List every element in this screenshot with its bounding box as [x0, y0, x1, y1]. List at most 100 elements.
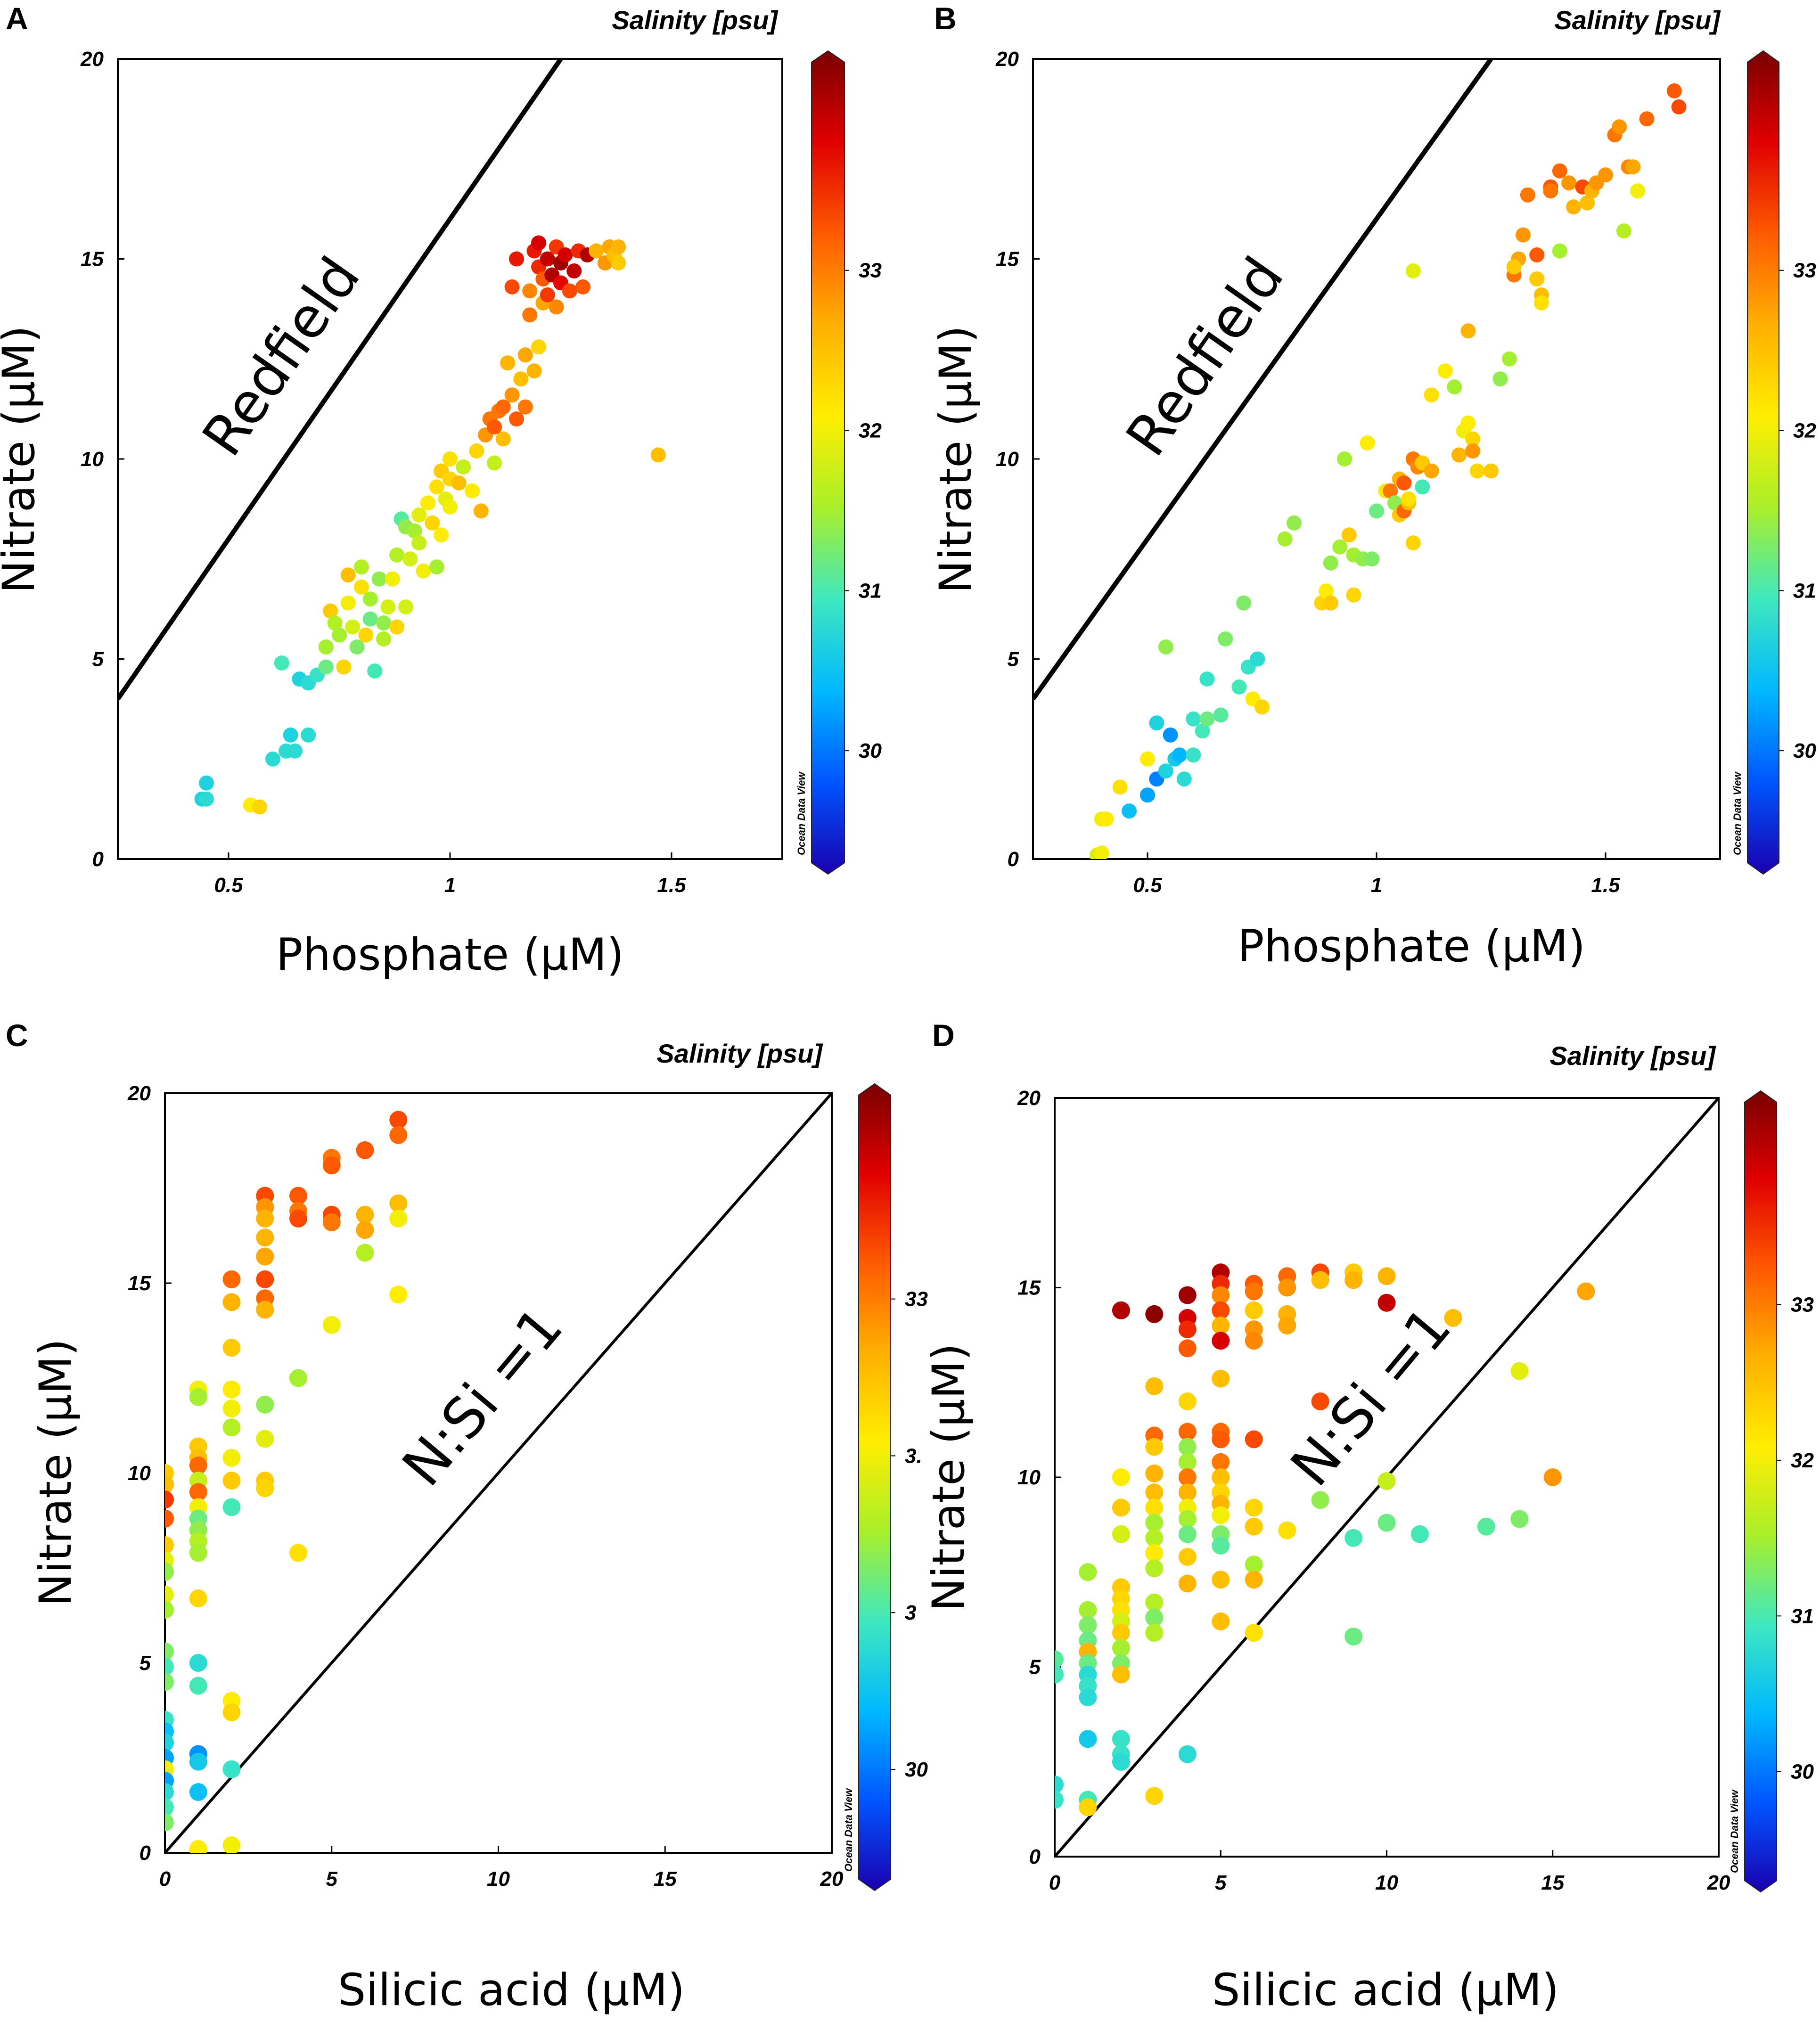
data-point [1245, 1555, 1263, 1574]
y-tick-label: 5 [139, 1652, 151, 1675]
data-point [589, 243, 604, 259]
data-point [1199, 711, 1215, 727]
colorbar-title: Salinity [psu] [1554, 5, 1721, 35]
data-points [194, 235, 666, 815]
data-point [1277, 531, 1293, 547]
data-point [1218, 631, 1233, 647]
data-point [1112, 1525, 1130, 1543]
data-point [1186, 711, 1201, 727]
data-point [1145, 1787, 1164, 1805]
y-axis-label: Nitrate (µM) [923, 1343, 975, 1611]
data-point [222, 1339, 241, 1357]
ocean-data-view-credit: Ocean Data View [1731, 771, 1743, 855]
data-point [252, 799, 267, 815]
data-point [165, 1642, 174, 1661]
x-tick-label: 5 [326, 1867, 338, 1891]
data-point [1460, 323, 1476, 339]
data-point [1178, 1286, 1197, 1304]
data-point [189, 1589, 207, 1607]
data-point [1469, 463, 1485, 479]
data-point [165, 1490, 174, 1509]
data-point [1231, 679, 1247, 695]
colorbar-tick-label: 32 [1793, 419, 1816, 442]
data-point [526, 363, 542, 379]
data-point [611, 239, 626, 254]
x-tick-label: 0.5 [214, 874, 243, 897]
y-tick-label: 15 [1017, 1277, 1041, 1300]
data-point [1477, 1517, 1495, 1536]
y-tick-label: 0 [139, 1842, 151, 1865]
y-tick-label: 20 [80, 48, 104, 71]
data-point [189, 1783, 207, 1801]
data-point [549, 299, 564, 315]
data-point [411, 507, 427, 523]
y-tick-label: 10 [81, 448, 104, 471]
data-point [165, 1509, 174, 1528]
data-point [165, 1673, 174, 1691]
data-point [1311, 1491, 1329, 1509]
data-point [1311, 1271, 1329, 1289]
colorbar-tick-label: 31 [859, 579, 882, 602]
y-tick-label: 20 [995, 48, 1019, 71]
data-point [1212, 1506, 1230, 1524]
data-point [354, 559, 369, 575]
y-tick-label: 5 [92, 648, 104, 671]
data-point [1212, 1286, 1230, 1304]
data-point [165, 1658, 174, 1676]
data-point [1112, 1624, 1130, 1642]
data-point [349, 639, 365, 655]
data-point [500, 355, 516, 371]
data-point [517, 347, 533, 363]
data-point [562, 283, 577, 299]
x-tick-label: 15 [654, 1867, 677, 1891]
data-point [1212, 1468, 1230, 1486]
data-point [1178, 1392, 1197, 1410]
data-point [256, 1247, 274, 1266]
data-point [1520, 187, 1535, 203]
y-tick-label: 0 [92, 848, 104, 871]
data-point [451, 475, 467, 491]
y-tick-label: 15 [81, 248, 104, 271]
data-point [416, 563, 431, 579]
data-point [1501, 351, 1517, 367]
data-point [1332, 539, 1348, 555]
data-point [1639, 111, 1655, 127]
data-point [650, 447, 666, 463]
y-axis-label: Nitrate (µM) [930, 326, 982, 593]
data-point [1178, 1548, 1197, 1566]
data-point [256, 1210, 274, 1228]
data-point [332, 627, 347, 643]
x-axis-label: Phosphate (µM) [276, 929, 624, 981]
colorbar-tick-label: 30 [859, 739, 882, 762]
data-point [371, 571, 387, 587]
data-point [1625, 159, 1641, 175]
data-point [389, 1126, 408, 1144]
x-tick-label: 15 [1541, 1871, 1564, 1894]
data-point [1079, 1730, 1097, 1748]
data-point [1163, 727, 1178, 743]
data-point [1506, 259, 1522, 275]
data-point [376, 631, 391, 647]
data-point [1178, 1453, 1197, 1471]
data-point [1145, 1305, 1164, 1323]
x-tick-label: 0 [1049, 1871, 1061, 1894]
data-point [189, 1544, 207, 1562]
data-point [222, 1400, 241, 1417]
data-point [1245, 1301, 1263, 1319]
y-axis-label: Nitrate (µM) [30, 1339, 82, 1606]
data-point [473, 503, 489, 519]
data-point [1460, 415, 1476, 431]
panel-letter: C [6, 1018, 28, 1053]
salinity-colorbar [1747, 50, 1779, 875]
data-point [456, 459, 471, 475]
data-point [1437, 363, 1453, 379]
data-point [1145, 1544, 1164, 1562]
data-point [189, 1752, 207, 1771]
data-point [1577, 1282, 1595, 1301]
data-point [1186, 747, 1201, 763]
data-point [283, 727, 298, 743]
x-tick-label: 0 [159, 1867, 171, 1891]
